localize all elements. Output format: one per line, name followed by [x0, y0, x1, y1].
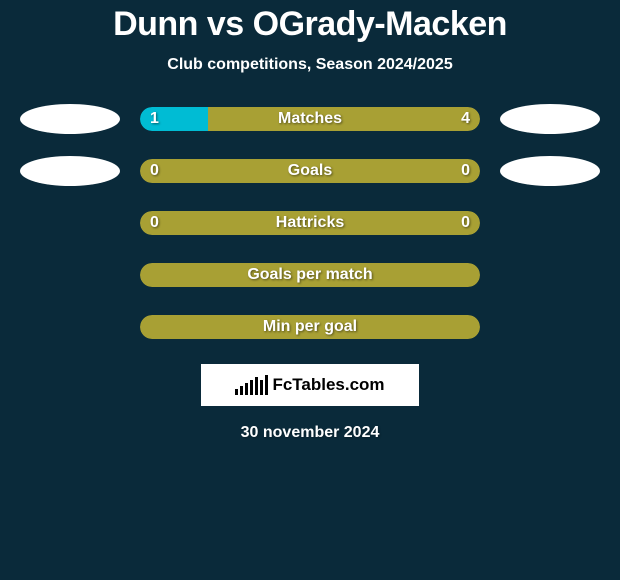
stat-bar: 0 Hattricks 0 [140, 211, 480, 235]
stat-label: Matches [278, 110, 342, 128]
stat-row: 0 Goals 0 [0, 156, 620, 186]
player-avatar-right [500, 156, 600, 186]
stat-value-left: 0 [150, 162, 159, 180]
logo-content: FcTables.com [235, 375, 384, 395]
stat-bar: 0 Goals 0 [140, 159, 480, 183]
avatar-spacer [500, 208, 600, 238]
page-title: Dunn vs OGrady-Macken [0, 5, 620, 44]
date-text: 30 november 2024 [0, 424, 620, 442]
player-avatar-left [20, 104, 120, 134]
avatar-spacer [20, 312, 120, 342]
logo-box: FcTables.com [201, 364, 419, 406]
stat-row: Goals per match [0, 260, 620, 290]
stat-value-right: 4 [461, 110, 470, 128]
stat-row: Min per goal [0, 312, 620, 342]
stat-value-right: 0 [461, 162, 470, 180]
avatar-spacer [500, 260, 600, 290]
stat-row: 0 Hattricks 0 [0, 208, 620, 238]
avatar-spacer [20, 260, 120, 290]
stat-bar: Goals per match [140, 263, 480, 287]
logo-bar-segment [240, 386, 243, 395]
stat-value-left: 1 [150, 110, 159, 128]
logo-bar-segment [260, 380, 263, 395]
avatar-spacer [500, 312, 600, 342]
stat-label: Min per goal [263, 318, 357, 336]
logo-bar-segment [255, 377, 258, 395]
logo-text: FcTables.com [272, 375, 384, 395]
logo-bar-segment [245, 383, 248, 395]
player-avatar-left [20, 156, 120, 186]
logo-bar-segment [265, 375, 268, 395]
bar-fill-right [208, 107, 480, 131]
stat-bar: Min per goal [140, 315, 480, 339]
logo-chart-icon [235, 375, 268, 395]
logo-bar-segment [235, 389, 238, 395]
avatar-spacer [20, 208, 120, 238]
stat-label: Goals per match [247, 266, 372, 284]
stat-value-right: 0 [461, 214, 470, 232]
stat-value-left: 0 [150, 214, 159, 232]
stat-label: Goals [288, 162, 332, 180]
stats-section: 1 Matches 4 0 Goals 0 0 Hattricks 0 Goals per mat… [0, 104, 620, 342]
stat-label: Hattricks [276, 214, 344, 232]
comparison-infographic: Dunn vs OGrady-Macken Club competitions,… [0, 0, 620, 442]
stat-bar: 1 Matches 4 [140, 107, 480, 131]
stat-row: 1 Matches 4 [0, 104, 620, 134]
player-avatar-right [500, 104, 600, 134]
subtitle: Club competitions, Season 2024/2025 [0, 56, 620, 74]
logo-bar-segment [250, 380, 253, 395]
